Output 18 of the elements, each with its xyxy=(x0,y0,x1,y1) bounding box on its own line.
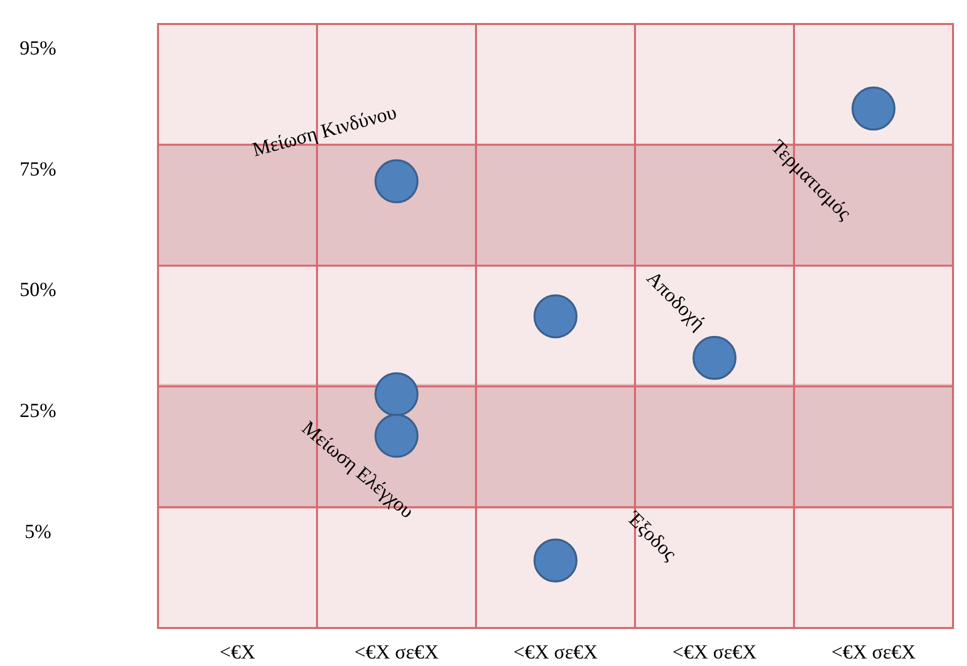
x-tick-label: <€X σε€X xyxy=(354,642,440,664)
text: 95% xyxy=(20,38,56,60)
point xyxy=(374,159,418,204)
point xyxy=(374,414,418,458)
x-tick-label: <€X σε€X xyxy=(513,642,598,664)
x-tick-label: <€X σε€X xyxy=(831,642,916,664)
annotation: Μείωση Κινδύνου xyxy=(250,102,400,162)
point xyxy=(534,538,578,582)
text: 5% xyxy=(24,520,52,543)
point xyxy=(852,86,896,131)
point xyxy=(692,336,736,380)
point xyxy=(534,294,578,338)
point xyxy=(374,372,418,416)
text: 50% xyxy=(20,279,56,302)
text: 75% xyxy=(20,158,56,180)
x-tick-label: <€X xyxy=(220,642,256,664)
x-tick-label: <€X σε€X xyxy=(672,642,758,664)
text: 25% xyxy=(20,400,56,422)
